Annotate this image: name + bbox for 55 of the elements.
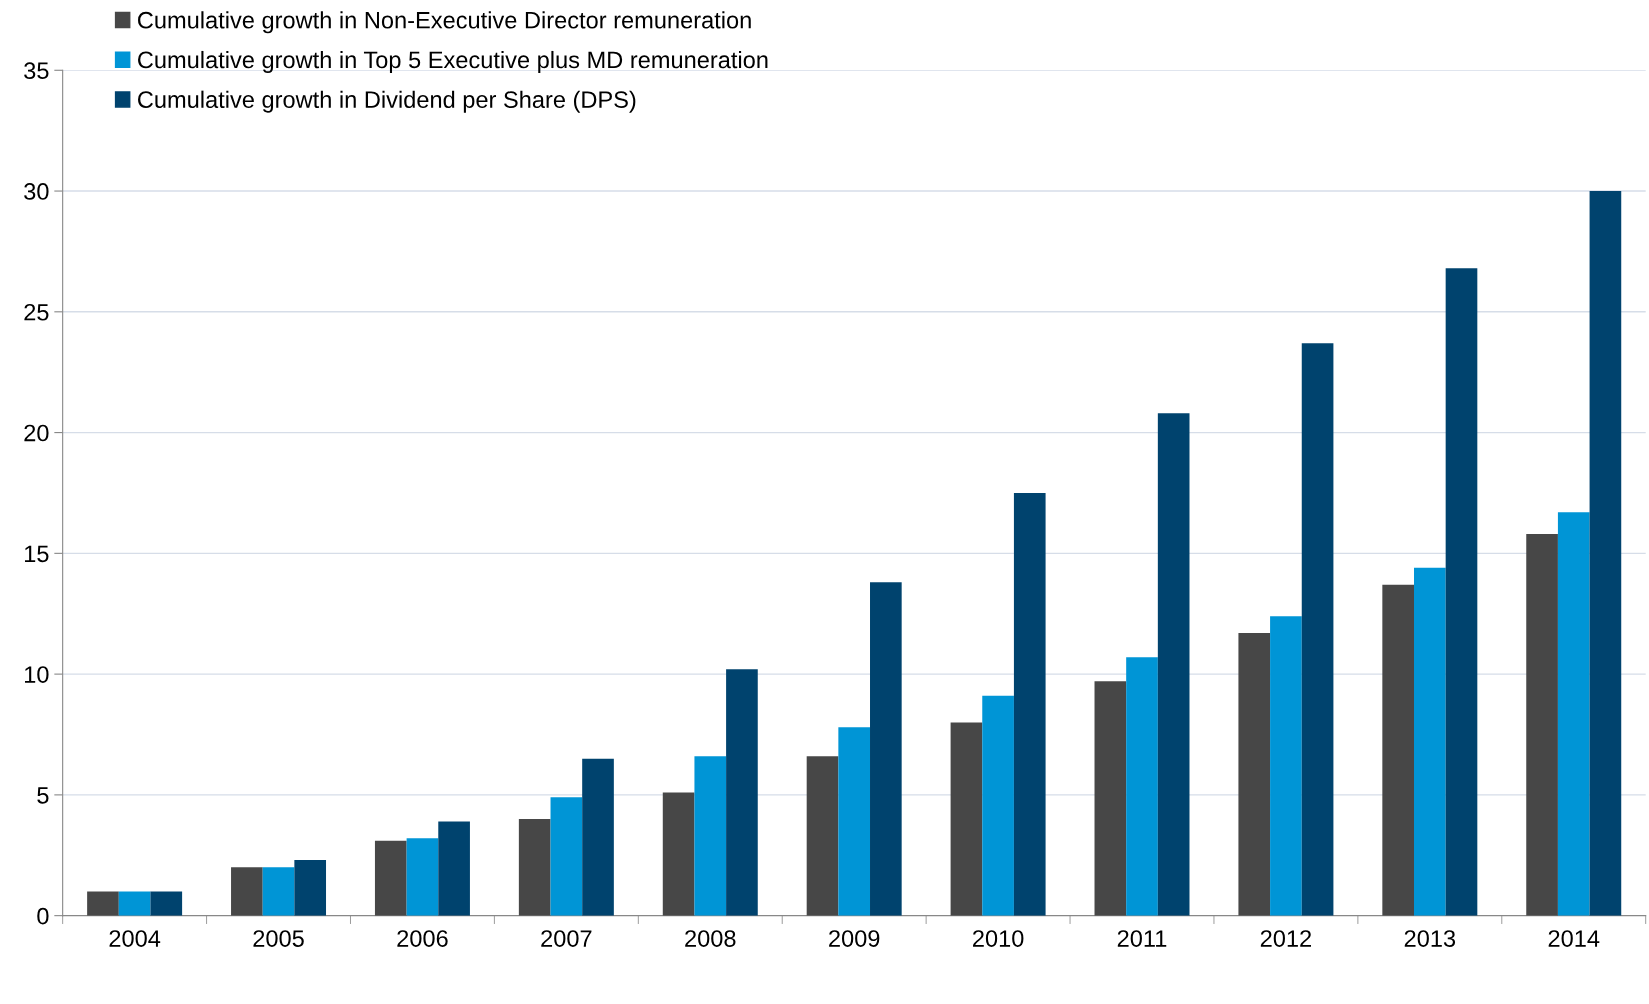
- bar: [726, 669, 758, 916]
- x-tick-label: 2006: [397, 930, 448, 947]
- bar: [550, 797, 583, 916]
- bar: [1526, 534, 1558, 916]
- bar: [1270, 616, 1302, 916]
- legend-label: Cumulative growth in Dividend per Share (DPS): [138, 90, 636, 113]
- bar: [1094, 681, 1127, 916]
- x-tick-label: 2011: [1117, 930, 1167, 947]
- bar: [1445, 268, 1478, 916]
- y-tick-label: 30: [24, 183, 49, 200]
- legend-label: Cumulative growth in Top 5 Executive plus MD remuneration: [138, 50, 768, 73]
- bar: [231, 867, 263, 916]
- bar: [806, 756, 839, 916]
- bar: [150, 891, 183, 916]
- y-tick-label: 15: [25, 545, 49, 563]
- bar: [1157, 413, 1190, 916]
- bar: [838, 727, 871, 916]
- x-tick-label: 2007: [541, 930, 592, 947]
- x-tick-label: 2012: [1260, 930, 1311, 947]
- bar: [262, 867, 295, 916]
- x-tick-label: 2008: [685, 930, 736, 947]
- bar: [87, 891, 119, 916]
- bar: [1238, 633, 1271, 916]
- bar: [870, 582, 902, 916]
- bar: [1589, 191, 1622, 916]
- bar: [518, 819, 551, 916]
- bar: [1013, 492, 1046, 916]
- bar: [662, 792, 695, 916]
- x-tick-label: 2005: [253, 930, 304, 947]
- bar: [294, 860, 327, 916]
- x-tick-label: 2010: [973, 930, 1024, 947]
- x-tick-label: 2014: [1548, 930, 1600, 947]
- legend-label: Cumulative growth in Non-Executive Director remuneration: [138, 11, 751, 34]
- bar: [1557, 512, 1590, 916]
- x-tick-label: 2004: [109, 930, 161, 947]
- bar: [982, 695, 1014, 916]
- bar: [118, 891, 151, 916]
- x-tick-label: 2009: [829, 930, 880, 947]
- y-tick-label: 0: [37, 907, 49, 925]
- y-tick-label: 35: [24, 62, 49, 80]
- y-tick-label: 25: [24, 303, 49, 321]
- bar: [438, 821, 470, 916]
- y-tick-label: 20: [24, 424, 49, 442]
- bar: [406, 838, 439, 916]
- bar: [582, 758, 614, 916]
- y-tick-label: 5: [37, 787, 49, 804]
- bar: [950, 722, 983, 916]
- bar: [1414, 567, 1446, 916]
- y-tick-label: 10: [25, 666, 49, 683]
- bar: [694, 756, 727, 916]
- bar: [374, 840, 407, 916]
- x-tick-label: 2013: [1404, 930, 1456, 947]
- bar: [1126, 657, 1158, 916]
- bar: [1301, 343, 1334, 916]
- bar: [1382, 584, 1414, 916]
